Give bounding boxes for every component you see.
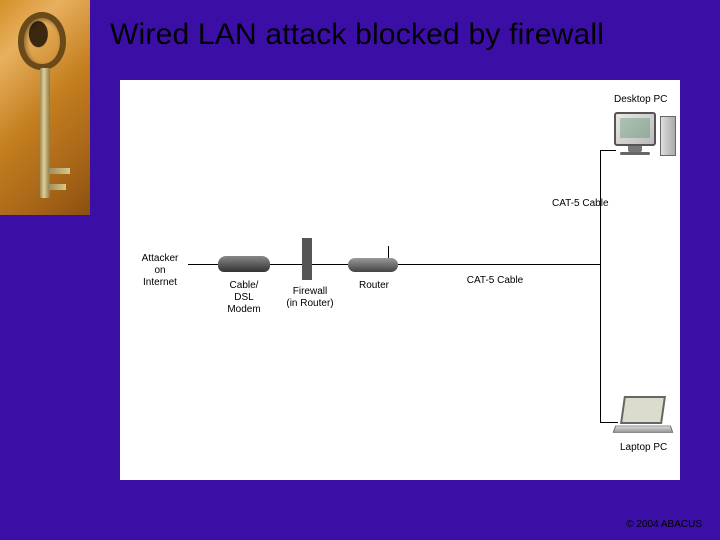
laptop-label: Laptop PC <box>620 442 680 454</box>
edge-firewall-router <box>312 264 348 265</box>
desktop-label: Desktop PC <box>614 94 674 106</box>
edge-junction-laptop <box>600 422 618 423</box>
cable-label-main: CAT-5 Cable <box>460 275 530 287</box>
modem-label: Cable/ DSL Modem <box>212 280 276 316</box>
router-label: Router <box>352 280 396 292</box>
firewall-icon <box>302 238 312 280</box>
desktop-tower-icon <box>660 116 676 156</box>
cable-label-desktop: CAT-5 Cable <box>552 198 612 210</box>
firewall-label: Firewall (in Router) <box>282 286 338 310</box>
laptop-base-icon <box>613 426 674 433</box>
router-icon <box>348 258 398 272</box>
router-antenna-icon <box>388 246 389 258</box>
slide-title: Wired LAN attack blocked by firewall <box>110 18 604 52</box>
edge-attacker-modem <box>188 264 218 265</box>
desktop-base-icon <box>620 152 650 155</box>
key-icon <box>18 12 73 207</box>
network-diagram: Attacker on Internet Cable/ DSL Modem Fi… <box>120 80 680 480</box>
desktop-monitor-icon <box>614 112 656 146</box>
edge-modem-firewall <box>270 264 302 265</box>
edge-junction-desktop <box>600 150 616 151</box>
laptop-screen-icon <box>620 396 666 424</box>
copyright-footer: © 2004 ABACUS <box>626 519 702 530</box>
sidebar-decorative-image <box>0 0 90 215</box>
attacker-label: Attacker on Internet <box>130 253 190 289</box>
edge-router-junction <box>398 264 600 265</box>
edge-vertical-bus <box>600 150 601 422</box>
modem-icon <box>218 256 270 272</box>
